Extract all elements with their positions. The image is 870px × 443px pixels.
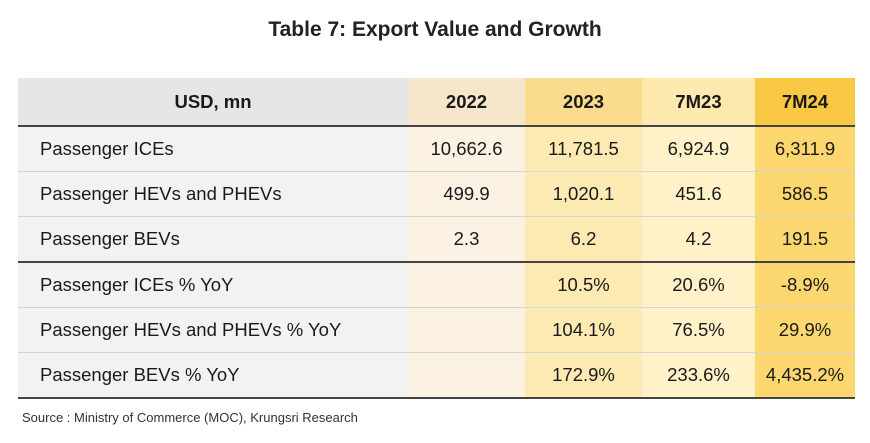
cell-7m24: 29.9%: [755, 307, 855, 353]
cell-2022: 499.9: [408, 171, 525, 217]
table-row: Passenger BEVs % YoY 172.9% 233.6% 4,435…: [18, 352, 855, 399]
header-2022: 2022: [408, 78, 525, 127]
cell-2022: [408, 307, 525, 353]
cell-7m23: 76.5%: [642, 307, 755, 353]
cell-7m24: 191.5: [755, 216, 855, 263]
table-row: Passenger BEVs 2.3 6.2 4.2 191.5: [18, 216, 855, 263]
cell-7m23: 20.6%: [642, 262, 755, 308]
cell-2022: 10,662.6: [408, 126, 525, 172]
cell-7m24: 4,435.2%: [755, 352, 855, 399]
row-label: Passenger ICEs: [18, 126, 408, 172]
table-row: Passenger ICEs % YoY 10.5% 20.6% -8.9%: [18, 262, 855, 308]
cell-7m23: 4.2: [642, 216, 755, 263]
header-unit: USD, mn: [18, 78, 408, 127]
source-note: Source : Ministry of Commerce (MOC), Kru…: [22, 410, 358, 425]
cell-2023: 10.5%: [525, 262, 642, 308]
table-title: Table 7: Export Value and Growth: [268, 18, 602, 41]
cell-7m24: -8.9%: [755, 262, 855, 308]
cell-2023: 172.9%: [525, 352, 642, 399]
row-label: Passenger BEVs: [18, 216, 408, 263]
table-header-row: USD, mn 2022 2023 7M23 7M24: [18, 78, 855, 127]
cell-2022: 2.3: [408, 216, 525, 263]
cell-2022: [408, 262, 525, 308]
cell-2023: 1,020.1: [525, 171, 642, 217]
cell-7m23: 451.6: [642, 171, 755, 217]
cell-2022: [408, 352, 525, 399]
row-label: Passenger HEVs and PHEVs % YoY: [18, 307, 408, 353]
cell-2023: 104.1%: [525, 307, 642, 353]
cell-7m23: 6,924.9: [642, 126, 755, 172]
cell-2023: 11,781.5: [525, 126, 642, 172]
cell-2023: 6.2: [525, 216, 642, 263]
row-label: Passenger BEVs % YoY: [18, 352, 408, 399]
table-row: Passenger HEVs and PHEVs 499.9 1,020.1 4…: [18, 171, 855, 217]
header-7m23: 7M23: [642, 78, 755, 127]
cell-7m24: 6,311.9: [755, 126, 855, 172]
export-table: USD, mn 2022 2023 7M23 7M24 Passenger IC…: [18, 78, 855, 399]
cell-7m23: 233.6%: [642, 352, 755, 399]
cell-7m24: 586.5: [755, 171, 855, 217]
row-label: Passenger HEVs and PHEVs: [18, 171, 408, 217]
table-row: Passenger HEVs and PHEVs % YoY 104.1% 76…: [18, 307, 855, 353]
row-label: Passenger ICEs % YoY: [18, 262, 408, 308]
table-row: Passenger ICEs 10,662.6 11,781.5 6,924.9…: [18, 126, 855, 172]
header-2023: 2023: [525, 78, 642, 127]
header-7m24: 7M24: [755, 78, 855, 127]
